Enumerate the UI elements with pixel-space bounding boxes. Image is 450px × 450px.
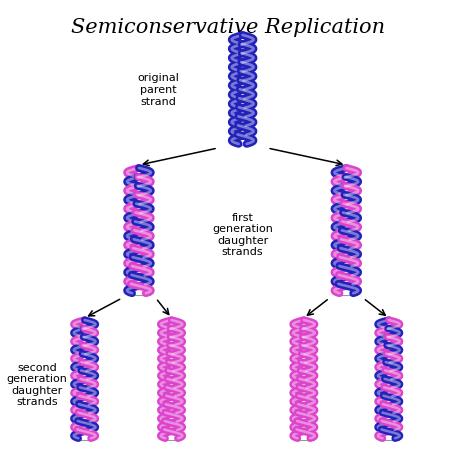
Text: original
parent
strand: original parent strand — [138, 73, 180, 107]
Text: second
generation
daughter
strands: second generation daughter strands — [7, 363, 68, 407]
Text: Semiconservative Replication: Semiconservative Replication — [71, 18, 385, 37]
Text: first
generation
daughter
strands: first generation daughter strands — [212, 212, 273, 257]
